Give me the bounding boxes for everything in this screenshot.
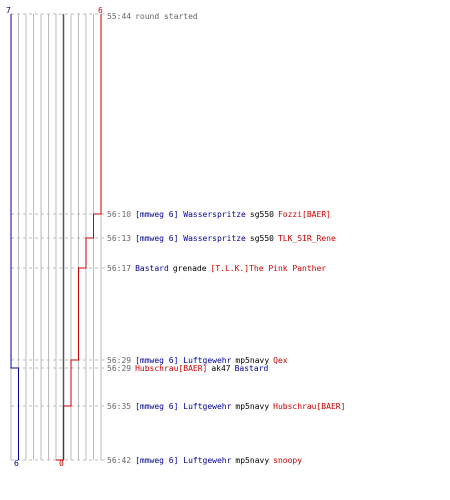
- victim-name: Hubschrau[BAER]: [273, 402, 346, 411]
- event-time: 56:10: [107, 210, 132, 219]
- event-time: 56:17: [107, 264, 132, 273]
- event-time: 56:29: [107, 364, 132, 373]
- killer-name: [mmweg 6] Luftgewehr: [135, 456, 232, 465]
- event-guide-lines: [11, 13, 106, 461]
- kill-entry: 56:17 Bastard grenade [T.L.K.]The Pink Pant…: [107, 264, 330, 273]
- kill-entry: 56:42 [mmweg 6] Luftgewehr mp5navy snoopy: [107, 456, 306, 465]
- killer-name: Hubschrau[BAER]: [135, 364, 208, 373]
- killer-name: Bastard: [135, 264, 169, 273]
- weapon-name: mp5navy: [235, 402, 270, 411]
- victim-name: [T.L.K.]The Pink Panther: [210, 264, 327, 273]
- event-time: 56:29: [107, 356, 132, 365]
- victim-name: TLK_SIR_Rene: [277, 234, 336, 243]
- killer-name: [mmweg 6] Wasserspritze: [135, 234, 246, 243]
- victim-name: Fozzi[BAER]: [277, 210, 331, 219]
- blue-team-score-line: [10, 14, 19, 460]
- kill-entry: 56:29 [mmweg 6] Luftgewehr mp5navy Qex: [107, 356, 292, 365]
- victim-name: Qex: [273, 356, 288, 365]
- event-time: 56:42: [107, 456, 132, 465]
- killer-name: [mmweg 6] Wasserspritze: [135, 210, 246, 219]
- red-end-score: 0: [59, 459, 64, 468]
- blue-end-score: 6: [14, 459, 19, 468]
- blue-start-score: 7: [6, 6, 11, 15]
- weapon-name: sg550: [249, 210, 274, 219]
- event-time: 56:35: [107, 402, 132, 411]
- weapon-name: mp5navy: [235, 456, 270, 465]
- weapon-name: grenade: [172, 264, 207, 273]
- victim-name: Bastard: [234, 364, 269, 373]
- kill-entry: 56:35 [mmweg 6] Luftgewehr mp5navy Hubschra…: [107, 402, 349, 411]
- timeline-grid: [10, 14, 102, 460]
- round-start-text: round started: [135, 12, 198, 21]
- kill-entry: 56:10 [mmweg 6] Wasserspritze sg550 Fozzi[B…: [107, 210, 335, 219]
- kill-entry: 56:29 Hubschrau[BAER] ak47 Bastard: [107, 364, 272, 373]
- event-time: 55:44: [107, 12, 132, 21]
- killer-name: [mmweg 6] Luftgewehr: [135, 356, 232, 365]
- event-time: 56:13: [107, 234, 132, 243]
- weapon-name: mp5navy: [235, 356, 270, 365]
- red-team-score-line: [56, 14, 102, 461]
- kill-entry: 56:13 [mmweg 6] Wasserspritze sg550 TLK_SIR…: [107, 234, 340, 243]
- weapon-name: ak47: [211, 364, 231, 373]
- killer-name: [mmweg 6] Luftgewehr: [135, 402, 232, 411]
- round-start-entry: 55:44 round started: [107, 12, 202, 21]
- victim-name: snoopy: [273, 456, 303, 465]
- red-start-score: 6: [98, 6, 103, 15]
- weapon-name: sg550: [249, 234, 274, 243]
